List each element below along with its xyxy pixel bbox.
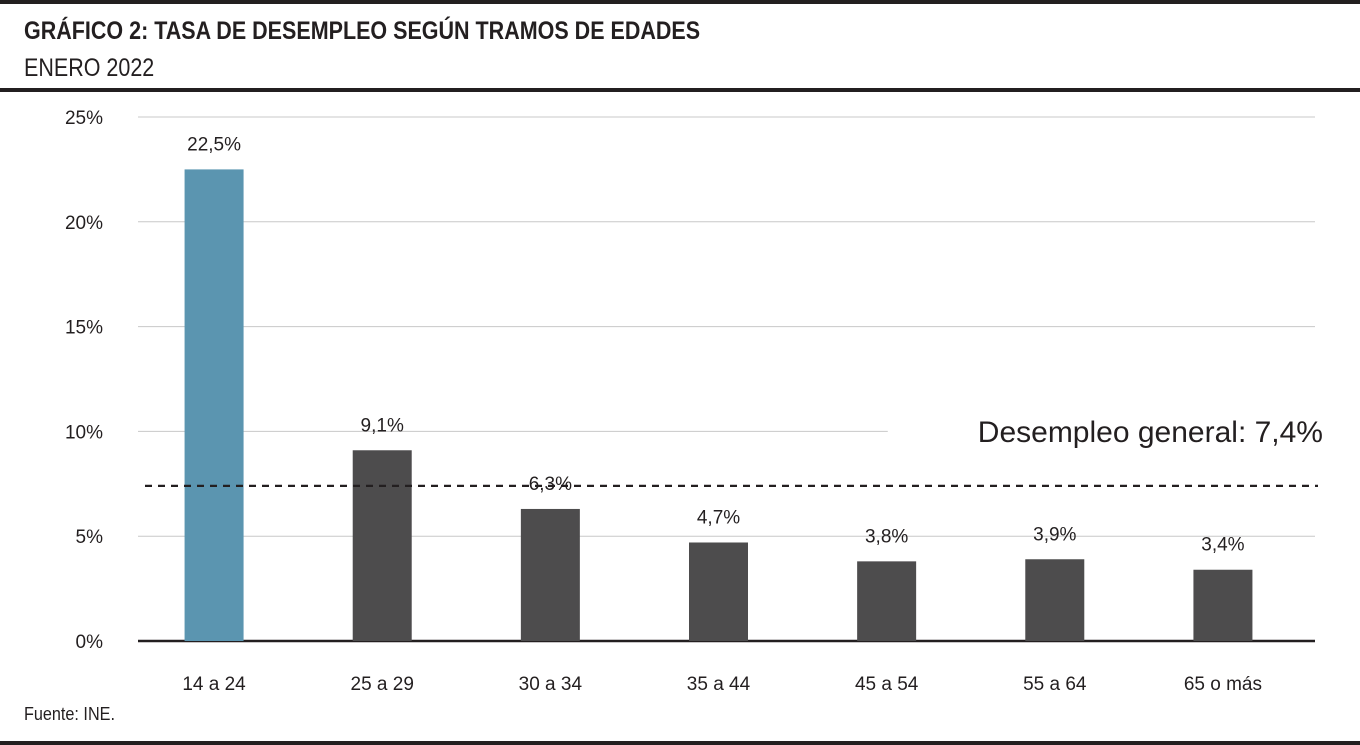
bottom-rule <box>0 741 1360 745</box>
reference-label-background <box>887 411 1333 453</box>
x-tick-label: 25 a 29 <box>351 674 414 695</box>
y-tick-label: 5% <box>76 527 104 548</box>
chart-subtitle: ENERO 2022 <box>24 54 155 82</box>
y-tick-label: 0% <box>76 632 104 653</box>
x-tick-label: 55 a 64 <box>1023 674 1087 695</box>
y-axis-labels: 0% 5% 10% 15% 20% 25% <box>65 108 103 653</box>
reference-line-label: Desempleo general: 7,4% <box>978 416 1323 449</box>
bar <box>520 508 580 641</box>
x-tick-label: 14 a 24 <box>182 674 246 695</box>
data-label: 3,9% <box>1033 524 1076 545</box>
data-label: 6,3% <box>529 474 572 495</box>
data-label: 9,1% <box>361 415 404 436</box>
bar <box>857 561 917 641</box>
y-tick-label: 15% <box>65 318 103 339</box>
header-rule <box>0 88 1360 92</box>
data-label: 3,4% <box>1201 535 1244 556</box>
bar <box>1025 559 1085 641</box>
y-tick-label: 25% <box>65 108 103 129</box>
data-label: 22,5% <box>187 134 241 155</box>
data-label: 4,7% <box>697 507 740 528</box>
x-tick-label: 65 o más <box>1184 674 1262 695</box>
y-tick-label: 20% <box>65 213 103 234</box>
x-tick-label: 35 a 44 <box>687 674 751 695</box>
bar <box>352 450 412 641</box>
x-axis-labels: 14 a 24 25 a 29 30 a 34 35 a 44 45 a 54 55 a … <box>182 674 1262 695</box>
bar <box>689 542 748 641</box>
data-label: 3,8% <box>865 526 908 547</box>
x-tick-label: 45 a 54 <box>855 674 919 695</box>
bar <box>1193 569 1253 641</box>
source-note: Fuente: INE. <box>24 704 115 724</box>
bar <box>184 169 244 641</box>
y-tick-label: 10% <box>65 422 103 443</box>
top-rule <box>0 0 1360 4</box>
data-labels: 22,5% 9,1% 6,3% 4,7% 3,8% 3,9% 3,4% <box>187 134 1245 555</box>
x-tick-label: 30 a 34 <box>519 674 583 695</box>
chart-title: GRÁFICO 2: TASA DE DESEMPLEO SEGÚN TRAMO… <box>24 17 701 45</box>
bars <box>184 169 1253 641</box>
reference-line-group: Desempleo general: 7,4% <box>145 411 1333 487</box>
